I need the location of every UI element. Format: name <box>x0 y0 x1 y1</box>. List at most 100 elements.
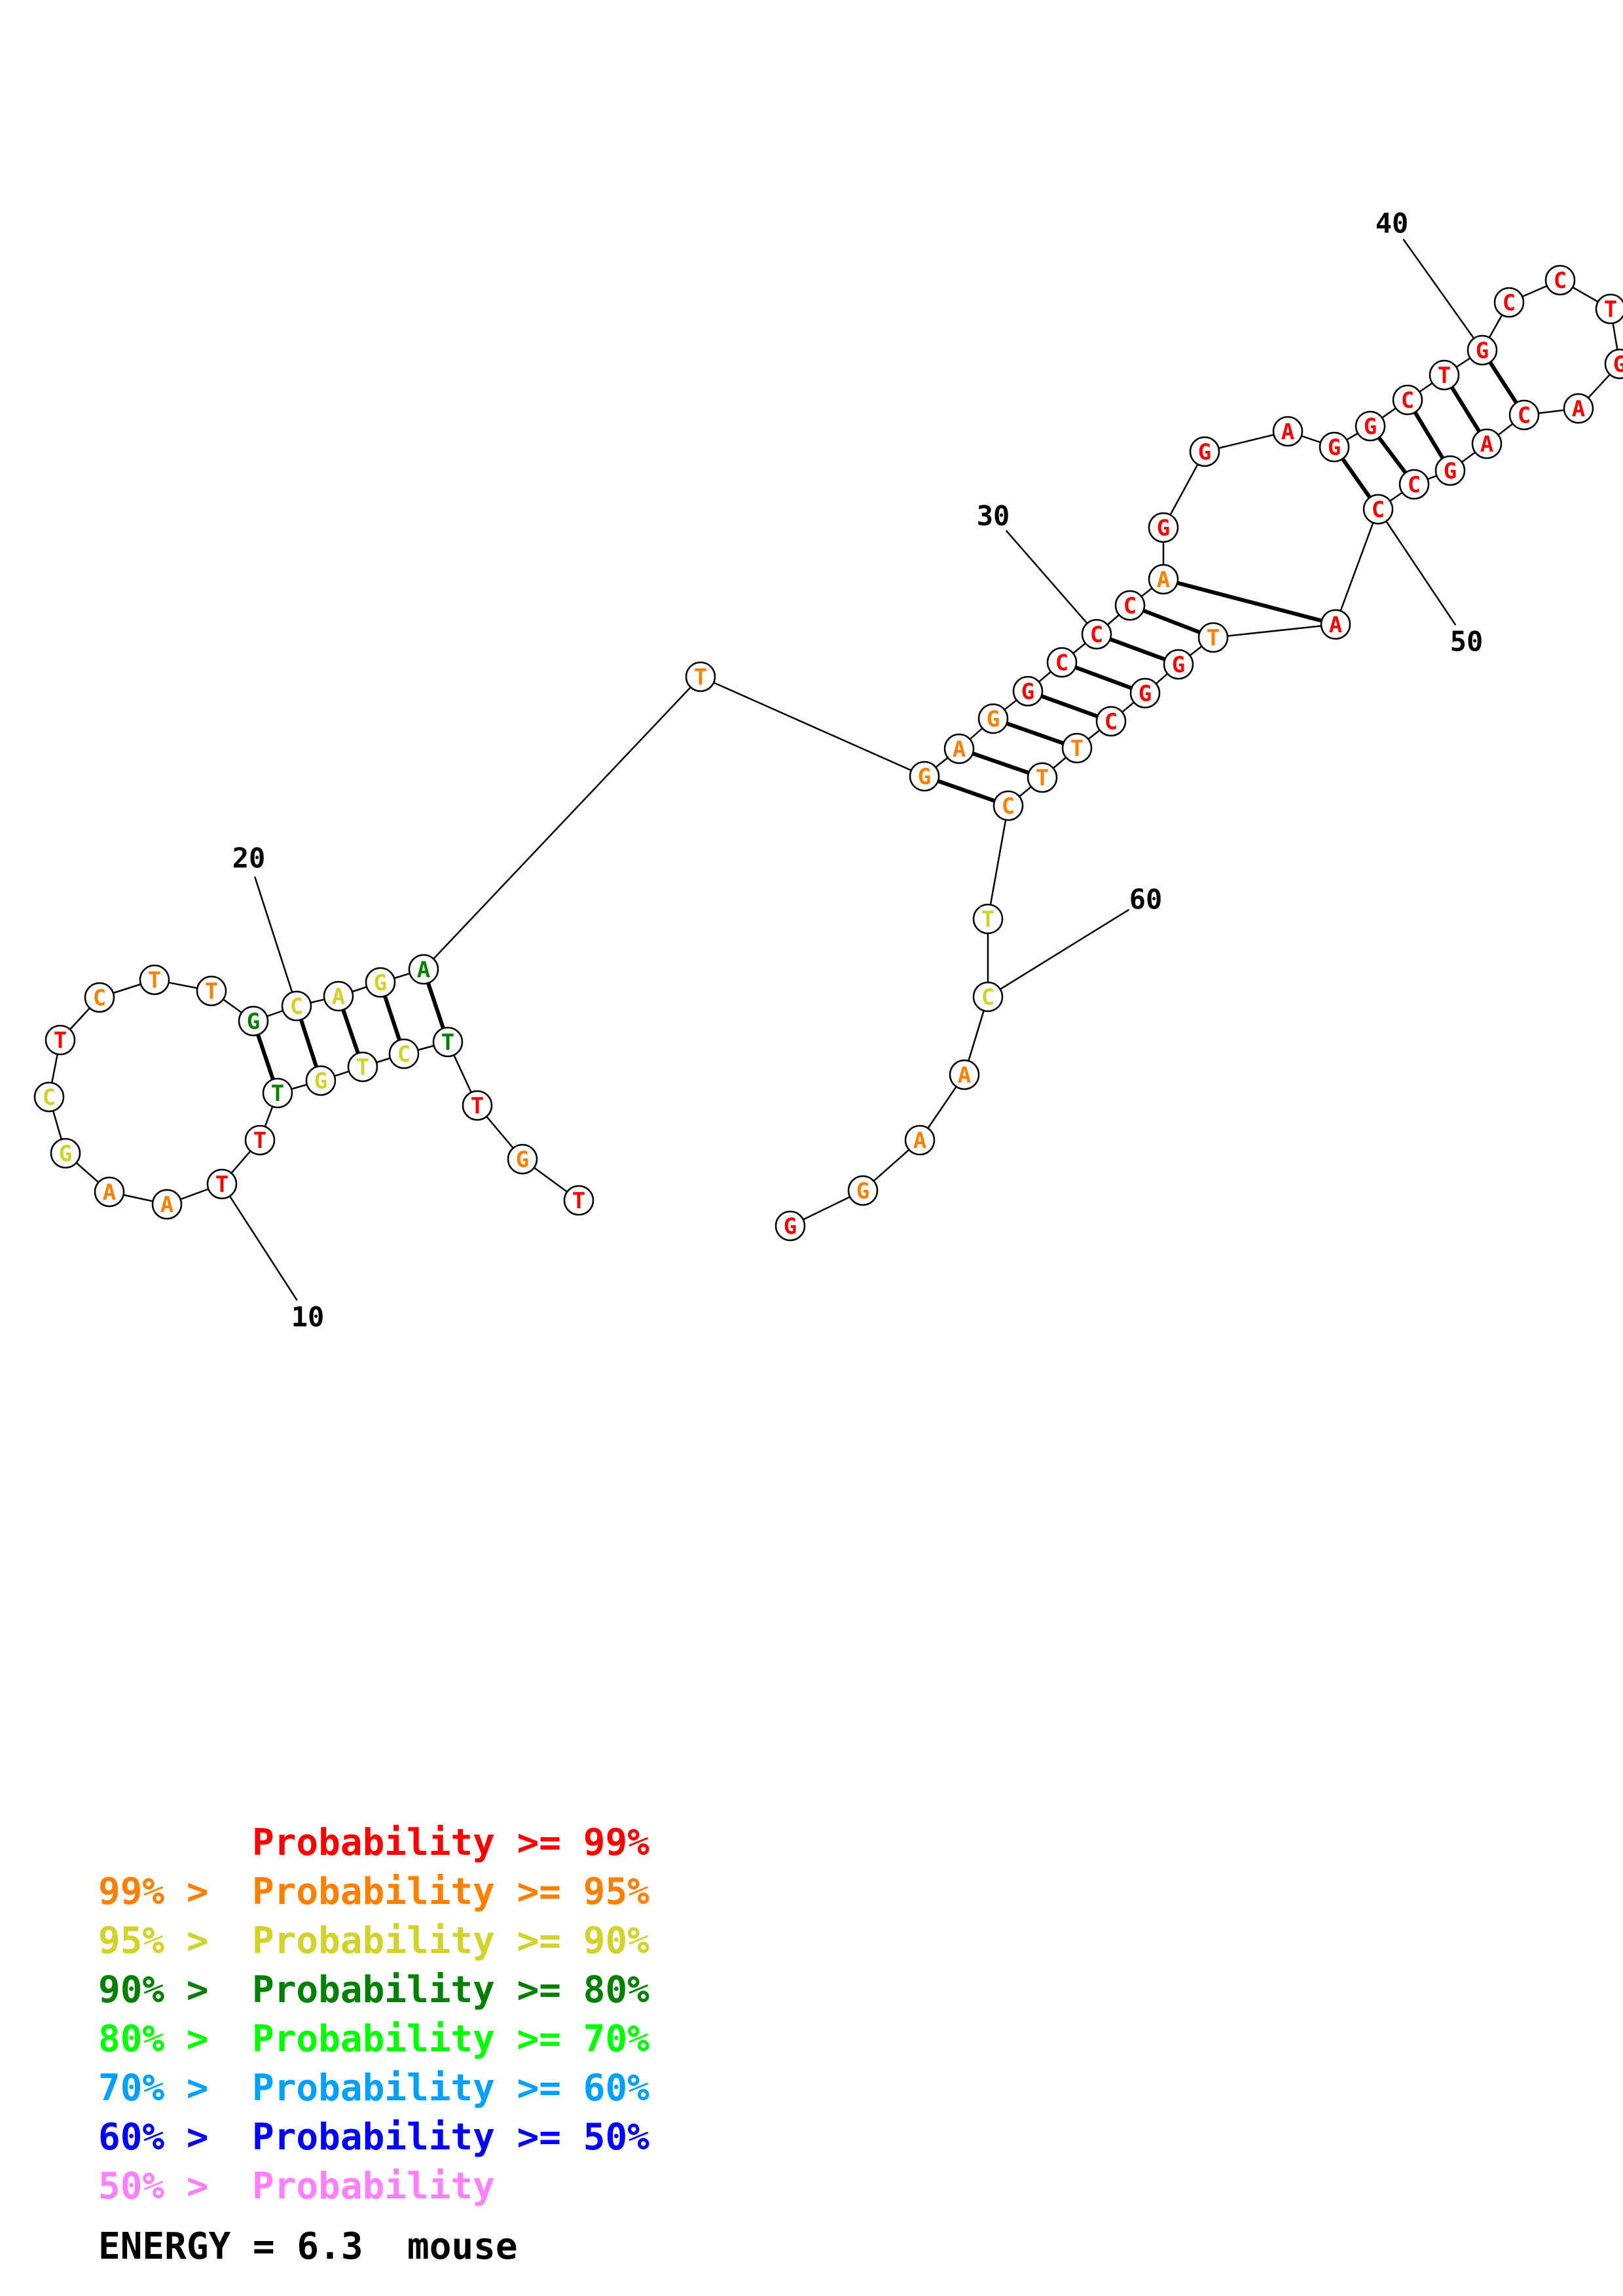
nucleotide-base: T <box>253 1128 266 1154</box>
nucleotide-circle <box>1114 590 1146 621</box>
nucleotide-circle <box>94 1176 125 1208</box>
nucleotide-circle <box>1434 455 1466 486</box>
nucleotide-base: G <box>1198 439 1211 465</box>
nucleotide-16: C <box>84 982 115 1013</box>
nucleotide-13: G <box>50 1138 81 1169</box>
position-tick <box>221 1183 298 1301</box>
nucleotide-32: A <box>1148 564 1179 595</box>
position-tick <box>1005 529 1097 635</box>
nucleotide-14: C <box>33 1081 65 1113</box>
legend-prefix: 95% > <box>98 1920 231 1962</box>
nucleotide-base: G <box>314 1068 327 1094</box>
nucleotide-base: T <box>1604 296 1617 323</box>
backbone-segment <box>1213 623 1336 639</box>
nucleotide-base: A <box>332 984 345 1010</box>
nucleotide-51: A <box>1320 609 1351 640</box>
nucleotide-18: T <box>196 975 227 1007</box>
position-tick <box>254 876 298 1007</box>
nucleotide-base: A <box>1480 431 1493 457</box>
nucleotide-54: G <box>1129 677 1161 709</box>
nucleotide-circle <box>45 1024 76 1056</box>
nucleotide-22: G <box>365 967 396 998</box>
nucleotide-base: A <box>103 1179 116 1206</box>
nucleotide-7: G <box>305 1065 337 1096</box>
nucleotide-2: G <box>507 1143 538 1175</box>
nucleotide-46: C <box>1508 399 1540 431</box>
nucleotide-50: C <box>1362 493 1394 525</box>
legend-row: 50% > Probability <box>98 2162 649 2211</box>
nucleotide-circle <box>1129 677 1161 709</box>
nucleotide-base: C <box>1503 290 1516 316</box>
nucleotide-circle <box>993 790 1024 821</box>
legend-prefix: 70% > <box>98 2067 231 2109</box>
nucleotide-circle <box>1197 622 1229 653</box>
nucleotide-45: A <box>1563 393 1594 424</box>
nucleotide-base: T <box>1207 625 1220 651</box>
nucleotide-circle <box>347 1051 378 1083</box>
position-tick <box>1402 238 1484 351</box>
nucleotide-circle <box>1604 348 1623 380</box>
nucleotide-circle <box>244 1124 276 1156</box>
nucleotide-64: G <box>775 1210 806 1242</box>
nucleotide-29: C <box>1046 647 1078 678</box>
position-labels: 10 20 30 40 50 60 <box>232 207 1484 1333</box>
position-label-50: 50 <box>1450 626 1484 658</box>
nucleotide-circle <box>1189 436 1220 467</box>
nucleotide-base: C <box>93 985 106 1011</box>
nucleotide-base: T <box>981 906 994 933</box>
legend-row: 95% > Probability >= 90% <box>98 1916 649 1965</box>
nucleotide-43: T <box>1595 293 1623 325</box>
nucleotide-circle <box>1429 359 1460 391</box>
nucleotide-24: T <box>685 661 716 692</box>
nucleotide-base: T <box>148 967 161 994</box>
nucleotide-59: T <box>972 903 1004 935</box>
position-label-60: 60 <box>1129 884 1163 916</box>
nucleotide-21: A <box>323 980 354 1012</box>
nucleotide-base: C <box>1518 403 1531 429</box>
nucleotide-circle <box>1544 264 1576 296</box>
nucleotide-circle <box>1355 410 1386 442</box>
nucleotide-base: G <box>1328 435 1341 461</box>
position-tick <box>1377 509 1457 626</box>
nucleotide-circle <box>775 1210 806 1242</box>
nucleotide-base: G <box>1476 338 1489 364</box>
nucleotide-circle <box>1467 334 1498 366</box>
nucleotide-circle <box>1095 706 1127 737</box>
nucleotide-circle <box>904 1124 936 1156</box>
nucleotide-circle <box>1148 512 1179 543</box>
nucleotide-base: G <box>516 1147 529 1173</box>
legend-text: Probability >= 90% <box>252 1920 649 1962</box>
nucleotide-base: G <box>1157 515 1170 541</box>
nucleotide-circle <box>909 761 940 792</box>
nucleotide-circle <box>972 903 1004 935</box>
nucleotide-34: G <box>1189 436 1220 467</box>
nucleotide-base: G <box>1444 458 1457 484</box>
nucleotide-circle <box>1595 293 1623 325</box>
nucleotide-circle <box>977 703 1009 734</box>
nucleotide-11: A <box>151 1189 183 1220</box>
nucleotide-30: C <box>1081 619 1112 650</box>
nucleotide-52: T <box>1197 622 1229 653</box>
nucleotide-base: C <box>981 984 994 1011</box>
nucleotide-base: G <box>374 970 387 996</box>
nucleotide-base: G <box>856 1178 869 1204</box>
legend-prefix: 99% > <box>98 1871 231 1913</box>
nucleotide-base: T <box>54 1028 67 1054</box>
nucleotide-circle <box>1046 647 1078 678</box>
nucleotide-15: T <box>45 1024 76 1056</box>
nucleotide-circle <box>151 1189 183 1220</box>
nucleotide-base: C <box>1401 387 1414 414</box>
nucleotide-60: C <box>972 981 1004 1013</box>
nucleotide-57: T <box>1027 762 1058 793</box>
nucleotide-base: C <box>1408 472 1421 498</box>
nucleotide-base: T <box>441 1030 454 1056</box>
nucleotide-circle <box>1272 416 1304 447</box>
nucleotide-31: C <box>1114 590 1146 621</box>
nucleotide-base: T <box>471 1093 484 1119</box>
nucleotide-base: G <box>987 706 1000 732</box>
nucleotide-base: T <box>271 1081 284 1107</box>
position-label-20: 20 <box>232 842 266 874</box>
nucleotide-base: C <box>290 994 303 1020</box>
nucleotide-61: A <box>949 1059 980 1090</box>
